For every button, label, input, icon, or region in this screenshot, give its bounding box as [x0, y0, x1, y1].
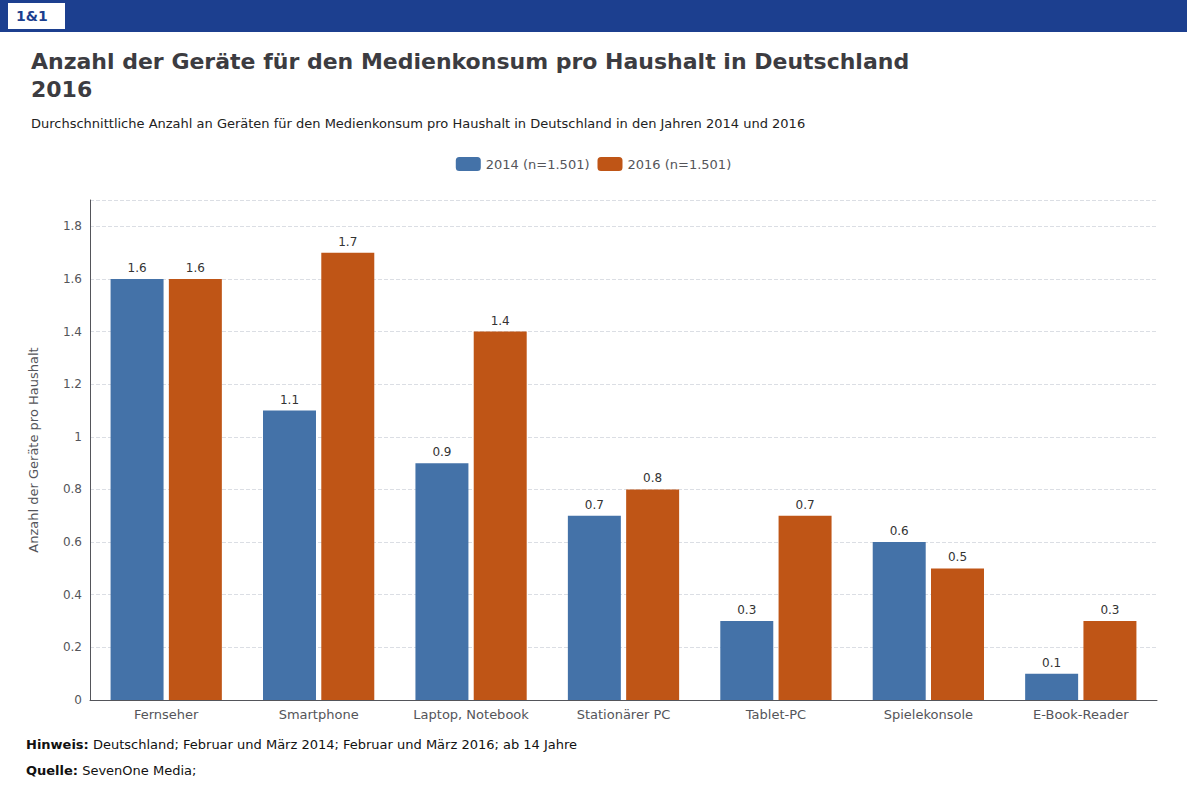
svg-text:Spielekonsole: Spielekonsole	[884, 707, 973, 722]
svg-text:2014 (n=1.501): 2014 (n=1.501)	[486, 157, 590, 172]
svg-text:0.1: 0.1	[1042, 656, 1061, 670]
svg-text:Anzahl der Geräte für den Medi: Anzahl der Geräte für den Medienkonsum p…	[31, 49, 909, 74]
svg-text:1.7: 1.7	[338, 235, 357, 249]
svg-text:1&1: 1&1	[16, 8, 48, 24]
svg-text:2016 (n=1.501): 2016 (n=1.501)	[628, 157, 732, 172]
svg-text:1.6: 1.6	[128, 261, 147, 275]
svg-text:1.4: 1.4	[491, 314, 510, 328]
svg-text:Stationärer PC: Stationärer PC	[577, 707, 671, 722]
svg-text:1.2: 1.2	[63, 377, 82, 391]
svg-text:0.8: 0.8	[643, 471, 662, 485]
svg-text:Anzahl der Geräte pro Haushalt: Anzahl der Geräte pro Haushalt	[26, 347, 41, 552]
svg-text:0: 0	[74, 693, 82, 707]
svg-text:Smartphone: Smartphone	[279, 707, 359, 722]
svg-text:1: 1	[74, 430, 82, 444]
svg-text:0.6: 0.6	[63, 535, 82, 549]
svg-text:SevenOne Media;: SevenOne Media;	[78, 763, 196, 778]
svg-text:0.7: 0.7	[585, 498, 604, 512]
svg-text:0.3: 0.3	[1100, 603, 1119, 617]
svg-text:2016: 2016	[31, 77, 92, 102]
svg-text:0.7: 0.7	[796, 498, 815, 512]
svg-text:0.8: 0.8	[63, 482, 82, 496]
svg-text:0.4: 0.4	[63, 588, 82, 602]
svg-text:Laptop, Notebook: Laptop, Notebook	[413, 707, 529, 722]
svg-text:E-Book-Reader: E-Book-Reader	[1033, 707, 1129, 722]
svg-text:Hinweis:: Hinweis:	[26, 737, 89, 752]
svg-text:Quelle:: Quelle:	[26, 763, 78, 778]
svg-text:1.1: 1.1	[280, 393, 299, 407]
svg-text:1.6: 1.6	[63, 272, 82, 286]
svg-text:Deutschland; Februar und März: Deutschland; Februar und März 2014; Febr…	[89, 737, 577, 752]
svg-text:Durchschnittliche Anzahl an Ge: Durchschnittliche Anzahl an Geräten für …	[31, 116, 805, 131]
svg-text:1.4: 1.4	[63, 325, 82, 339]
svg-text:0.6: 0.6	[890, 524, 909, 538]
svg-text:Tablet-PC: Tablet-PC	[745, 707, 806, 722]
svg-text:0.2: 0.2	[63, 640, 82, 654]
svg-text:0.5: 0.5	[948, 550, 967, 564]
svg-text:Fernseher: Fernseher	[134, 707, 199, 722]
svg-text:0.9: 0.9	[432, 445, 451, 459]
svg-text:1.6: 1.6	[186, 261, 205, 275]
svg-text:0.3: 0.3	[737, 603, 756, 617]
svg-text:1.8: 1.8	[63, 219, 82, 233]
